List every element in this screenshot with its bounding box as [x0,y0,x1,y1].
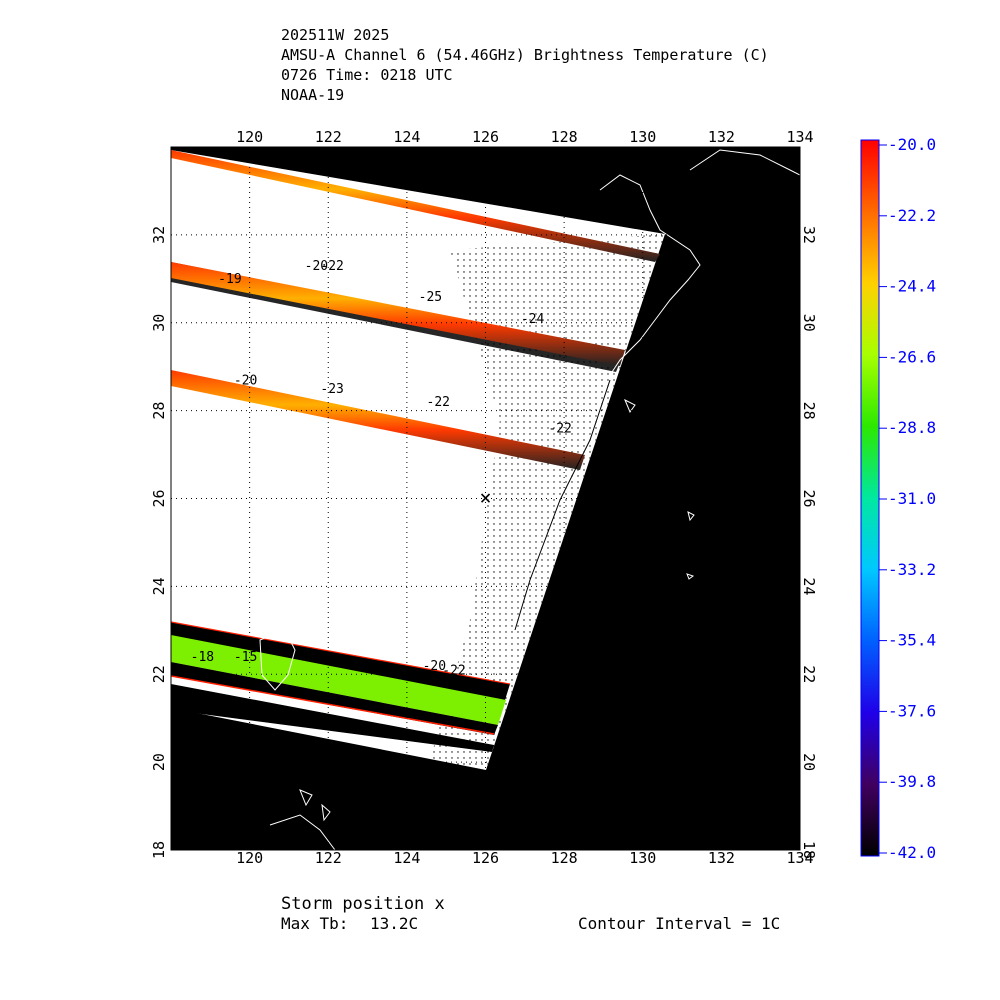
lon-axis-top: 120 122 124 126 128 130 132 134 [236,128,813,146]
contour-labels: -20-22-19-25-24-20-23-22-22-18 -15-20-22 [191,259,572,678]
colorbar-tick-label: -26.6 [888,347,936,366]
lon-tick-label-top: 126 [472,128,499,146]
cold-band-red-edge [171,675,495,735]
contour-label: -22 [548,422,571,437]
contour-label: -18 [191,650,214,665]
lat-tick-label-right: 26 [800,489,818,507]
island-small [624,398,695,580]
colorbar-tick-label: -35.4 [888,631,936,650]
contour-interval: Contour Interval = 1C [578,914,781,933]
storm-position-marker: × [479,486,491,510]
scanline-band-1 [171,150,660,262]
contour-label: -20 [234,373,257,388]
lon-tick-label-top: 130 [629,128,656,146]
coastline-luzon [269,789,336,850]
contour-label: -22 [320,259,343,274]
colorbar-labels: -20.0 -22.2 -24.4 -26.6 -28.8 -31.0 -33.2 -35.4… [879,135,936,862]
lat-tick-label-left: 30 [150,314,168,332]
product-title: AMSU-A Channel 6 (54.46GHz) Brightness T… [281,46,769,64]
lon-tick-label-bottom: 124 [393,849,420,867]
colorbar-tick-label: -31.0 [888,489,936,508]
lat-tick-label-right: 22 [800,665,818,683]
scanline-band-2 [171,262,625,366]
satellite-title: NOAA-19 [281,86,345,104]
cold-band-red-top [171,621,511,685]
island-jeju [496,171,524,185]
lat-tick-label-left: 18 [150,841,168,859]
coastline-ryukyu [514,379,611,631]
scanline-band-3 [171,370,585,470]
max-tb-value: 13.2C [370,914,419,933]
lat-tick-label-left: 28 [150,402,168,420]
lon-tick-label-bottom: 120 [236,849,263,867]
lat-tick-label-right: 28 [800,402,818,420]
contour-label: -22 [427,395,450,410]
lat-tick-label-left: 24 [150,577,168,595]
colorbar [860,139,880,857]
lon-tick-label-top: 124 [393,128,420,146]
lon-tick-label-top: 120 [236,128,263,146]
colorbar-tick-label: -42.0 [888,843,936,862]
cold-band-black [171,622,510,700]
contour-label: -22 [442,663,465,678]
storm-position-label: Storm position x [281,894,445,914]
max-tb-label: Max Tb: [281,914,349,933]
colorbar-tick-label: -39.8 [888,772,936,791]
coastline-east [599,149,800,376]
storm-id-title: 202511W 2025 [281,26,390,44]
lat-tick-label-right: 18 [800,841,818,859]
lon-tick-label-top: 128 [551,128,578,146]
map-frame [170,146,801,851]
coastline-taiwan [259,629,296,691]
lat-tick-label-left: 32 [150,226,168,244]
lat-tick-label-right: 30 [800,314,818,332]
cold-band-green [171,635,506,725]
colorbar-tick-label: -37.6 [888,701,936,720]
contour-label: -25 [419,290,442,305]
contour-label: -23 [320,382,343,397]
lon-tick-label-bottom: 130 [629,849,656,867]
lat-axis-left: 18 20 22 24 26 28 30 32 [150,226,168,859]
lon-tick-label-top: 132 [708,128,735,146]
lon-tick-label-bottom: 134 [786,849,813,867]
lat-tick-label-left: 20 [150,753,168,771]
lon-tick-label-bottom: 128 [551,849,578,867]
lon-axis-bottom: 120 122 124 126 128 130 132 134 [236,849,813,867]
lat-tick-label-right: 20 [800,753,818,771]
lat-tick-label-right: 32 [800,226,818,244]
colorbar-tick-label: -33.2 [888,560,936,579]
storm-marker: × [479,486,491,510]
colorbar-tick-label: -20.0 [888,135,936,154]
contour-label: -19 [218,272,241,287]
lower-gap [171,684,494,752]
lat-tick-label-right: 24 [800,577,818,595]
contour-label: -24 [521,312,545,327]
lon-tick-label-top: 122 [315,128,342,146]
lon-tick-label-bottom: 122 [315,849,342,867]
lat-tick-label-left: 22 [150,665,168,683]
contour-label: -15 [234,650,257,665]
colorbar-tick-label: -24.4 [888,277,936,296]
lon-tick-label-bottom: 132 [708,849,735,867]
lat-axis-right: 18 20 22 24 26 28 30 32 [800,226,818,859]
colorbar-tick-label: -28.8 [888,418,936,437]
lon-tick-label-bottom: 126 [472,849,499,867]
contour-label: -20 [423,659,446,674]
lat-tick-label-left: 26 [150,489,168,507]
colorbar-tick-label: -22.2 [888,206,936,225]
contour-label: -20 [305,259,328,274]
lon-tick-label-top: 134 [786,128,813,146]
cold-band-lower [171,662,498,735]
time-title: 0726 Time: 0218 UTC [281,66,453,84]
